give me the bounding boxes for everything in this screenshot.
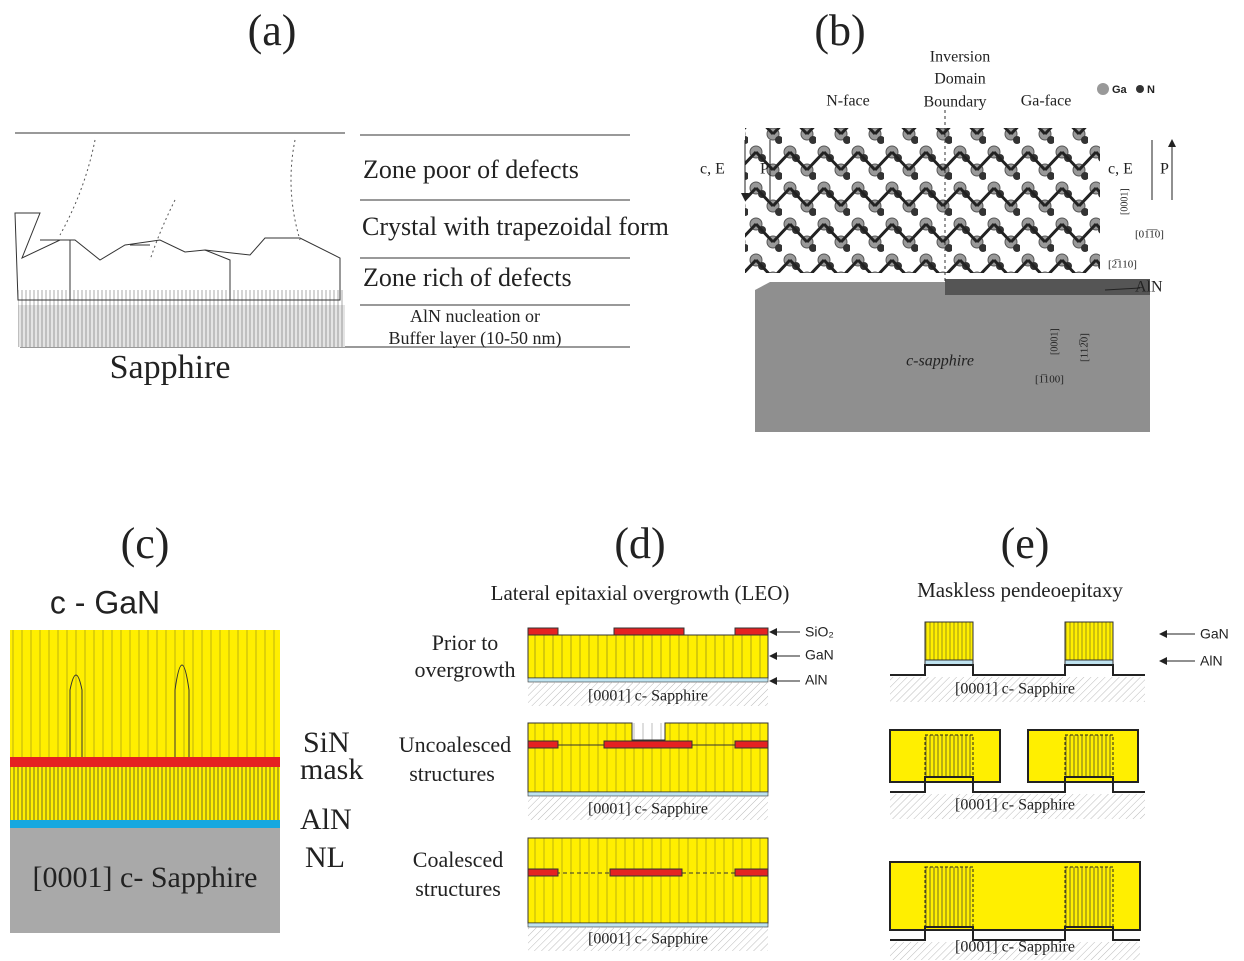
trapezoids bbox=[15, 213, 340, 300]
gan-columns bbox=[528, 838, 768, 923]
aln bbox=[528, 792, 768, 796]
gan-columns bbox=[1065, 622, 1113, 660]
lattice bbox=[745, 128, 1100, 273]
aln bbox=[528, 923, 768, 927]
aln bbox=[528, 678, 768, 682]
gan-columns bbox=[925, 867, 973, 927]
row-label: Prior to bbox=[432, 630, 499, 655]
direction-label: [112̅0] bbox=[1079, 333, 1091, 362]
layer-label: mask bbox=[300, 753, 363, 786]
gan-columns bbox=[925, 735, 973, 777]
sio2 bbox=[528, 869, 558, 876]
row-label: structures bbox=[409, 761, 495, 786]
sio2 bbox=[604, 741, 692, 748]
sin-mask bbox=[10, 757, 280, 767]
panel-d: (d) Lateral epitaxial overgrowth (LEO) [… bbox=[399, 519, 834, 951]
zone-label: Buffer layer (10-50 nm) bbox=[388, 328, 561, 349]
direction-label: [01̅1̅0] bbox=[1135, 229, 1164, 241]
title: c - GaN bbox=[50, 584, 160, 620]
sio2 bbox=[735, 741, 768, 748]
sio2 bbox=[528, 628, 558, 635]
gan-columns bbox=[528, 635, 768, 678]
layer-label: AlN bbox=[300, 803, 352, 836]
layer-label: GaN bbox=[1200, 626, 1229, 642]
layer-label: SiO₂ bbox=[805, 624, 834, 640]
face-label: Ga-face bbox=[1021, 93, 1072, 110]
sio2 bbox=[735, 628, 768, 635]
title: Lateral epitaxial overgrowth (LEO) bbox=[491, 581, 790, 605]
boundary-label: Domain bbox=[934, 71, 986, 88]
defects bbox=[18, 290, 345, 347]
gan-low-columns bbox=[10, 767, 280, 820]
aln-layer bbox=[945, 279, 1150, 295]
substrate-label: [0001] c- Sapphire bbox=[588, 931, 708, 948]
direction-label: [0001] bbox=[1119, 188, 1130, 215]
panel-b: (b) Inversion Domain Boundary N-face Ga-… bbox=[700, 6, 1172, 432]
substrate-label: [0001] c- Sapphire bbox=[588, 688, 708, 705]
substrate-outline bbox=[890, 665, 1145, 675]
polarity-label: c, E bbox=[1108, 161, 1133, 178]
aln-nl bbox=[10, 820, 280, 828]
panel-label: (a) bbox=[248, 6, 297, 55]
substrate-label: [0001] c- Sapphire bbox=[588, 801, 708, 818]
layer-label: GaN bbox=[805, 647, 834, 663]
panel-a: (a) Zone poor of defects Crystal with tr… bbox=[15, 6, 669, 386]
substrate-label: [0001] c- Sapphire bbox=[955, 797, 1075, 814]
substrate-label: [0001] c- Sapphire bbox=[33, 861, 258, 894]
zone-label: Zone poor of defects bbox=[363, 155, 579, 184]
substrate-label: c-sapphire bbox=[906, 353, 974, 370]
legend-label: N bbox=[1147, 84, 1155, 96]
panel-label: (d) bbox=[614, 519, 665, 568]
figure: (a) Zone poor of defects Crystal with tr… bbox=[0, 0, 1244, 961]
panel-label: (e) bbox=[1001, 519, 1050, 568]
face-label: N-face bbox=[826, 93, 870, 110]
zone-label: AlN nucleation or bbox=[410, 306, 540, 326]
boundary-label: Boundary bbox=[923, 94, 986, 111]
layer-label: AlN bbox=[1200, 653, 1223, 669]
panel-label: (b) bbox=[814, 6, 865, 55]
aln-label: AlN bbox=[1135, 279, 1163, 296]
legend-label: Ga bbox=[1112, 84, 1128, 96]
layer-label: NL bbox=[305, 841, 345, 874]
direction-label: [2̅110] bbox=[1108, 259, 1137, 271]
substrate-label: [0001] c- Sapphire bbox=[955, 681, 1075, 698]
ga-dot bbox=[1097, 83, 1109, 95]
gan-columns bbox=[1065, 735, 1113, 777]
panel-e: (e) Maskless pendeoepitaxy [0001] c- Sap… bbox=[890, 519, 1229, 960]
row-label: structures bbox=[415, 876, 501, 901]
polarity-label: c, E bbox=[700, 161, 725, 178]
zone-label: Crystal with trapezoidal form bbox=[362, 212, 669, 241]
zone-label: Zone rich of defects bbox=[363, 263, 572, 292]
sio2 bbox=[528, 741, 558, 748]
gan-columns bbox=[925, 622, 973, 660]
direction-label: [0001] bbox=[1049, 328, 1060, 355]
p-label: P bbox=[760, 161, 769, 178]
sio2 bbox=[735, 869, 768, 876]
boundary-label: Inversion bbox=[930, 49, 990, 66]
gan-columns bbox=[528, 723, 768, 792]
panel-c: (c) c - GaN [0001] c- Sapphire SiN mask … bbox=[10, 519, 363, 933]
dislocations bbox=[60, 140, 300, 260]
layer-label: AlN bbox=[805, 672, 828, 688]
gan-columns bbox=[10, 630, 280, 757]
p-label: P bbox=[1160, 161, 1169, 178]
row-label: Coalesced bbox=[413, 847, 503, 872]
gan-columns bbox=[1065, 867, 1113, 927]
substrate-label: [0001] c- Sapphire bbox=[955, 939, 1075, 956]
panel-label: (c) bbox=[121, 519, 170, 568]
direction-label: [1̅100] bbox=[1035, 374, 1064, 386]
row-label: overgrowth bbox=[414, 657, 515, 682]
sio2 bbox=[614, 628, 684, 635]
row-label: Uncoalesced bbox=[399, 732, 511, 757]
title: Maskless pendeoepitaxy bbox=[917, 578, 1123, 602]
sio2 bbox=[610, 869, 682, 876]
substrate-label: Sapphire bbox=[110, 349, 231, 386]
n-dot bbox=[1136, 85, 1144, 93]
